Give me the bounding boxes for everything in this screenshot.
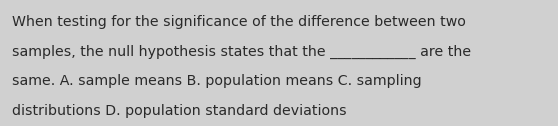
Text: same. A. sample means B. population means C. sampling: same. A. sample means B. population mean…	[12, 74, 422, 88]
Text: When testing for the significance of the difference between two: When testing for the significance of the…	[12, 15, 466, 29]
Text: samples, the null hypothesis states that the ____________ are the: samples, the null hypothesis states that…	[12, 45, 472, 59]
Text: distributions D. population standard deviations: distributions D. population standard dev…	[12, 104, 347, 118]
